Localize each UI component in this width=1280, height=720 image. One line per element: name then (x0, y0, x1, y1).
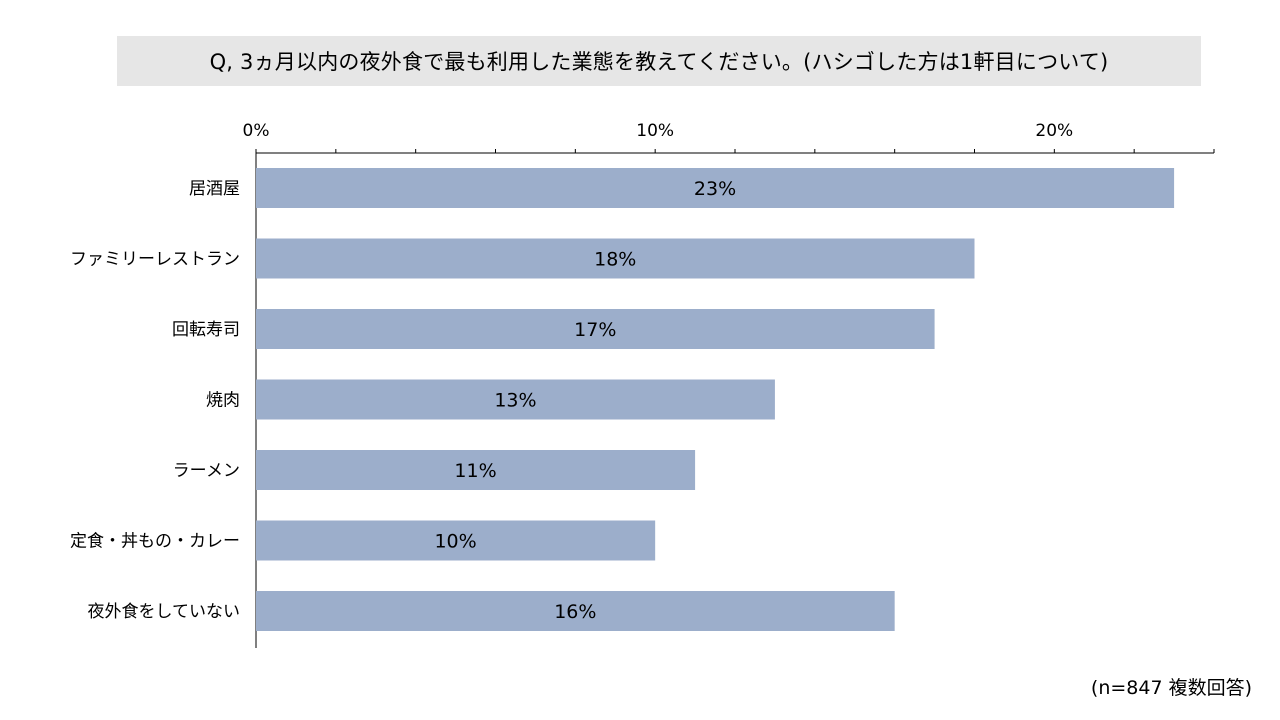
x-tick-label: 20% (1035, 121, 1073, 141)
data-label: 16% (554, 601, 596, 623)
data-label: 11% (454, 460, 496, 482)
category-label: 定食・丼もの・カレー (70, 532, 240, 552)
category-label: ラーメン (173, 461, 240, 481)
category-label: ファミリーレストラン (70, 250, 240, 270)
bar (256, 520, 656, 561)
bar (256, 309, 935, 349)
category-label: 夜外食をしていない (88, 602, 241, 622)
category-label: 回転寿司 (172, 320, 240, 340)
bar (256, 168, 1175, 208)
data-label: 18% (594, 249, 636, 271)
category-label: 焼肉 (206, 391, 240, 411)
data-label: 17% (574, 319, 616, 341)
bar (256, 379, 775, 420)
bar (256, 450, 696, 490)
bar (256, 238, 975, 279)
sample-size-note: (n=847 複数回答) (1090, 677, 1252, 699)
data-label: 13% (494, 390, 536, 412)
chart-title-box: Q, 3ヵ月以内の夜外食で最も利用した業態を教えてください。(ハシゴした方は1軒… (117, 36, 1201, 86)
x-tick-label: 10% (636, 121, 674, 141)
chart-title: Q, 3ヵ月以内の夜外食で最も利用した業態を教えてください。(ハシゴした方は1軒… (209, 50, 1109, 74)
data-label: 23% (694, 178, 736, 200)
bar (256, 591, 895, 631)
category-label: 居酒屋 (189, 179, 240, 199)
x-tick-label: 0% (243, 121, 270, 141)
data-label: 10% (434, 531, 476, 553)
